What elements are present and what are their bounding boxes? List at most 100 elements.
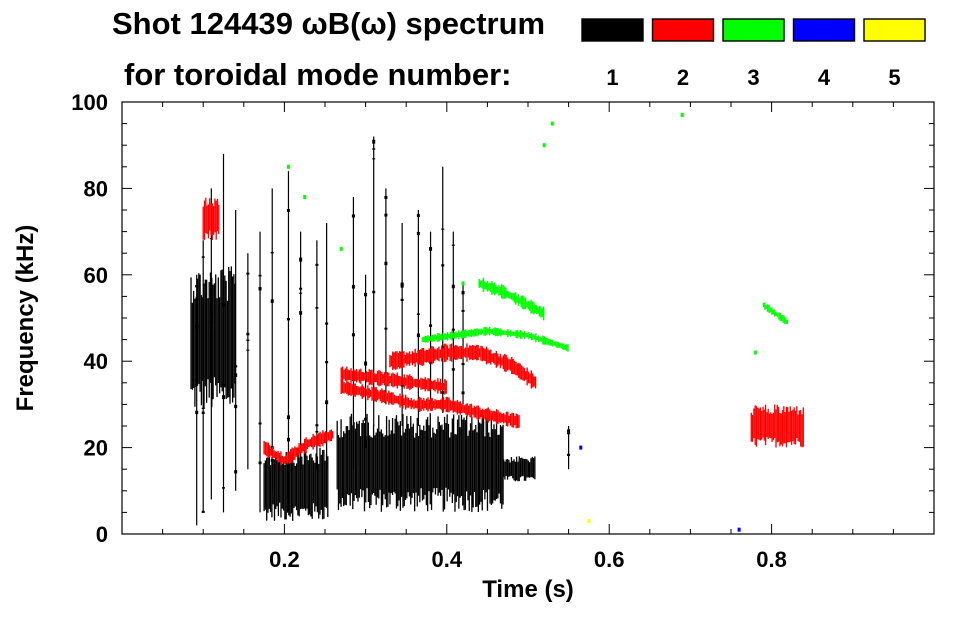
spectral-speck <box>384 196 388 199</box>
spectral-speck <box>351 333 355 337</box>
spectral-speck <box>753 350 757 355</box>
spectral-speck <box>550 121 554 126</box>
tick-labels: 0.2 0.4 0.6 0.8 0 20 40 60 80 100 <box>71 90 787 572</box>
spectral-speck <box>209 313 213 315</box>
spectral-speck <box>429 247 433 251</box>
spectral-speck <box>195 324 199 329</box>
legend-swatch-5 <box>863 18 926 42</box>
x-axis-label: Time (s) <box>482 576 574 603</box>
spectral-speck <box>234 470 238 474</box>
spectral-speck <box>372 139 376 144</box>
spectral-speck <box>441 391 445 394</box>
spectral-speck <box>286 318 290 321</box>
spectral-speck <box>258 461 262 465</box>
spectral-speck <box>286 415 290 420</box>
spectral-speck <box>270 252 274 254</box>
spectral-speck <box>325 361 329 364</box>
spectral-speck <box>222 487 225 489</box>
spectral-speck <box>587 519 591 524</box>
spectral-speck <box>315 263 319 266</box>
mode-legend: 1 2 3 4 5 <box>581 18 926 90</box>
spectral-speck <box>299 311 303 315</box>
legend-swatch-4 <box>792 18 856 42</box>
spectral-speck <box>429 324 433 327</box>
spectral-speck <box>351 214 355 218</box>
spectral-speck <box>195 284 199 288</box>
axis-ticks <box>121 101 935 535</box>
spectral-speck <box>246 272 250 275</box>
legend-swatch-1 <box>581 18 644 42</box>
spectral-speck <box>416 231 420 236</box>
legend-mode-label-1: 1 <box>606 65 618 90</box>
legend-swatch-2 <box>651 18 715 42</box>
spectral-speck <box>209 333 213 335</box>
spectral-speck <box>209 238 213 240</box>
spectral-speck <box>201 407 205 410</box>
spectral-speck <box>339 246 343 251</box>
series-n=2 <box>202 197 804 466</box>
chart-title-line1: Shot 124439 ωB(ω) spectrum <box>112 6 545 41</box>
chart-title-line2: for toroidal mode number: <box>124 57 512 92</box>
spectral-speck <box>461 281 465 286</box>
spectral-speck <box>400 283 404 288</box>
spectral-speck <box>461 362 465 366</box>
spectral-speck <box>680 112 684 117</box>
spectral-speck <box>299 287 303 290</box>
spectral-speck <box>384 213 388 217</box>
spectral-speck <box>315 431 319 433</box>
y-tick-label: 100 <box>71 90 108 115</box>
spectral-speck <box>195 410 199 415</box>
spectral-speck <box>234 404 238 409</box>
spectral-speck <box>567 453 571 457</box>
spectral-speck <box>372 148 376 150</box>
spectral-speck <box>351 285 355 289</box>
spectral-speck <box>286 164 290 169</box>
data-layer <box>190 112 804 532</box>
series-n=5 <box>587 519 591 524</box>
spectral-speck <box>258 286 262 291</box>
spectral-speck <box>222 303 225 307</box>
spectral-speck <box>315 307 319 309</box>
x-tick-label: 0.6 <box>594 547 625 572</box>
spectral-speck <box>201 411 205 414</box>
spectral-speck <box>441 264 445 267</box>
spectral-speck <box>364 292 368 297</box>
spectral-speck <box>364 417 368 421</box>
spectral-speck <box>222 395 225 400</box>
spectral-speck <box>258 422 262 425</box>
spectral-speck <box>451 284 455 289</box>
legend-mode-label-4: 4 <box>818 65 831 90</box>
spectral-speck <box>372 290 376 294</box>
legend-mode-label-2: 2 <box>677 65 689 90</box>
spectral-speck <box>325 402 329 405</box>
spectral-speck <box>461 309 465 312</box>
spectral-speck <box>567 430 571 435</box>
y-axis-label: Frequency (kHz) <box>12 225 39 412</box>
series-n=3 <box>286 112 788 355</box>
spectral-speck <box>195 379 199 381</box>
spectral-speck <box>246 349 250 351</box>
x-tick-label: 0.4 <box>432 547 463 572</box>
spectral-speck <box>315 424 319 427</box>
x-tick-label: 0.2 <box>269 547 300 572</box>
spectral-speck <box>461 291 465 295</box>
y-tick-label: 60 <box>84 263 108 288</box>
y-tick-label: 40 <box>84 349 108 374</box>
spectral-speck <box>384 327 388 330</box>
spectral-speck <box>372 158 376 160</box>
spectral-speck <box>364 361 368 366</box>
spectral-speck <box>461 391 465 395</box>
spectral-speck <box>567 429 571 432</box>
spectral-speck <box>234 365 238 368</box>
spectral-speck <box>325 322 329 325</box>
spectral-speck <box>201 256 205 258</box>
spectral-speck <box>384 261 388 266</box>
spectral-speck <box>325 400 329 404</box>
y-tick-label: 0 <box>96 522 108 547</box>
legend-mode-label-5: 5 <box>888 65 900 90</box>
spectral-speck <box>451 244 455 246</box>
spectral-speck <box>258 274 262 277</box>
spectral-speck <box>209 321 213 325</box>
spectral-speck <box>737 527 741 532</box>
spectral-speck <box>286 209 290 212</box>
